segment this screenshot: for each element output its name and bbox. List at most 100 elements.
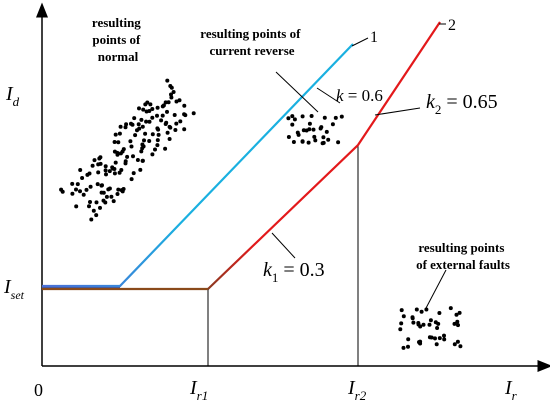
scatter-point <box>418 341 423 346</box>
scatter-point <box>421 322 426 327</box>
scatter-point <box>457 310 462 315</box>
scatter-point <box>182 127 187 132</box>
scatter-point <box>169 92 173 97</box>
scatter-point <box>437 336 442 341</box>
scatter-point <box>182 103 187 108</box>
scatter-point <box>96 170 101 175</box>
scatter-point <box>160 104 165 109</box>
scatter-point <box>452 342 457 347</box>
k-label: k = 0.6 <box>336 86 383 105</box>
scatter-point <box>88 200 92 204</box>
scatter-point <box>88 184 93 189</box>
scatter-point <box>319 125 324 130</box>
scatter-point <box>104 172 108 177</box>
scatter-point <box>419 309 424 314</box>
scatter-point <box>172 113 177 117</box>
k1-label: k1 = 0.3 <box>263 259 325 285</box>
scatter-point <box>74 187 78 192</box>
scatter-point <box>75 182 80 187</box>
scatter-point <box>74 204 79 209</box>
scatter-point <box>131 154 135 159</box>
scatter-point <box>135 158 140 162</box>
scatter-point <box>140 124 145 129</box>
scatter-point <box>174 99 179 104</box>
scatter-point <box>94 200 99 205</box>
leader-k06 <box>316 87 341 104</box>
scatter-point <box>159 118 164 123</box>
scatter-point <box>401 345 406 350</box>
scatter-point <box>324 129 329 134</box>
scatter-point <box>147 109 152 113</box>
reverse-annotation: resulting points of current reverse <box>200 26 303 58</box>
scatter-point <box>103 200 108 205</box>
scatter-point <box>321 140 326 145</box>
scatter-point <box>455 319 460 324</box>
leader-k2 <box>374 107 421 116</box>
scatter-point <box>101 190 106 195</box>
scatter-point <box>131 171 136 176</box>
scatter-point <box>132 116 137 121</box>
scatter-point <box>296 132 301 137</box>
scatter-point <box>147 119 152 124</box>
scatter-point <box>163 100 168 105</box>
y-axis-label: Id <box>5 83 20 109</box>
scatter-point <box>123 159 128 164</box>
scatter-point <box>116 187 121 192</box>
scatter-point <box>167 137 172 141</box>
scatter-point <box>160 113 165 118</box>
scatter-point <box>123 125 128 130</box>
scatter-point <box>167 124 172 129</box>
scatter-point <box>292 117 297 122</box>
scatter-point <box>145 100 150 105</box>
scatter-point <box>91 208 96 213</box>
scatter-point <box>137 126 142 131</box>
scatter-point <box>456 323 460 328</box>
leader-reverse <box>275 71 319 113</box>
scatter-point <box>140 146 145 151</box>
scatter-point <box>139 117 144 122</box>
scatter-point <box>411 320 416 325</box>
scatter-point <box>286 116 291 121</box>
external-annotation: resulting points of external faults <box>416 240 510 272</box>
scatter-point <box>84 187 89 192</box>
scatter-point <box>336 140 341 145</box>
scatter-point <box>333 115 338 120</box>
scatter-point <box>433 336 437 341</box>
scatter-point <box>90 163 95 168</box>
scatter-point <box>115 192 120 196</box>
scatter-point <box>128 139 133 144</box>
scatter-point <box>112 167 117 171</box>
scatter-point <box>98 155 103 160</box>
iset-label: Iset <box>3 276 25 302</box>
scatter-point <box>155 113 159 118</box>
scatter-point <box>169 95 174 100</box>
scatter-point <box>171 90 176 94</box>
scatter-point <box>138 167 143 172</box>
scatter-point <box>330 122 335 127</box>
scatter-point <box>143 131 148 136</box>
origin-label: 0 <box>34 380 43 400</box>
normal-annotation: resulting points of normal <box>92 15 144 64</box>
scatter-point <box>442 337 447 342</box>
scatter-point <box>139 149 144 154</box>
scatter-point <box>164 120 169 125</box>
scatter-point <box>155 143 160 148</box>
scatter-point <box>92 158 97 163</box>
scatter-point <box>125 154 130 159</box>
scatter-point <box>148 102 153 107</box>
scatter-point <box>434 342 439 347</box>
scatter-point <box>124 122 129 127</box>
scatter-point <box>81 192 86 197</box>
scatter-point <box>96 162 101 167</box>
scatter-point <box>321 135 326 140</box>
scatter-point <box>89 217 94 222</box>
scatter-point <box>442 333 446 338</box>
scatter-point <box>78 189 82 194</box>
scatter-point <box>150 152 155 157</box>
scatter-point <box>155 138 160 143</box>
scatter-point <box>290 114 295 119</box>
scatter-point <box>177 98 182 103</box>
scatter-point <box>455 339 460 344</box>
curve-2 <box>207 21 441 290</box>
